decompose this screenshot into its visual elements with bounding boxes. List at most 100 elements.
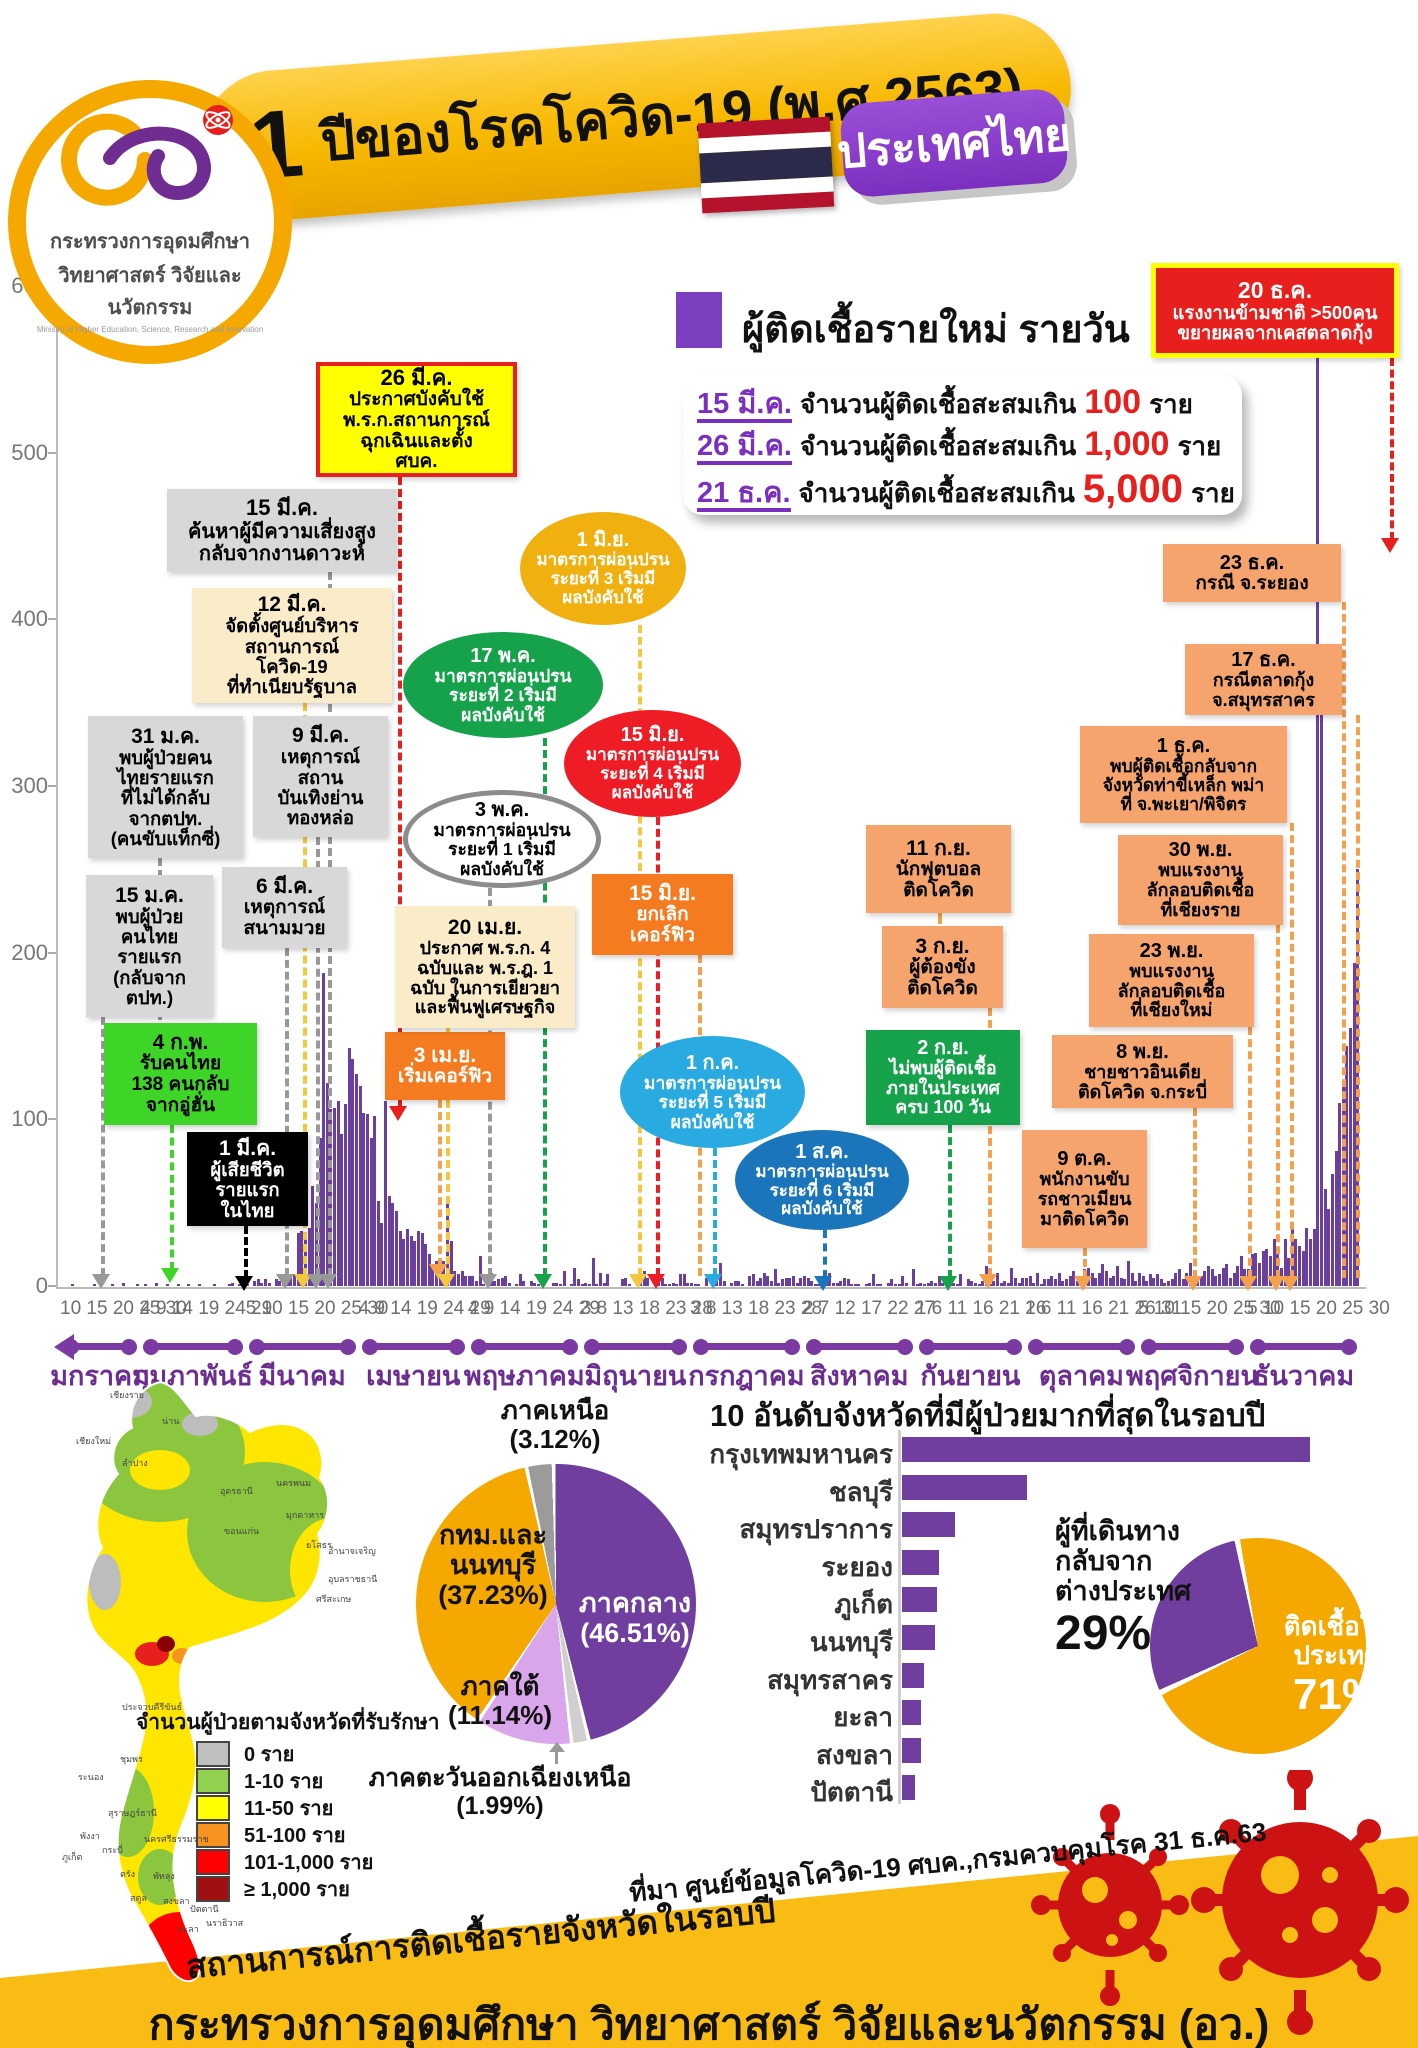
map-legend-label: 1-10 ราย — [244, 1771, 324, 1793]
daily-case-bar — [1174, 1272, 1178, 1286]
daily-case-bar — [1236, 1266, 1240, 1286]
timeline-dot — [896, 1339, 913, 1355]
timeline-segment — [366, 1343, 460, 1350]
anno-31-jan-text: (คนขับแท็กซี่) — [110, 828, 221, 850]
daily-case-bar — [781, 1279, 785, 1286]
anno-6-mar-connector — [285, 948, 289, 1276]
daily-case-bar — [1123, 1279, 1127, 1286]
map-province-label: อำนาจเจริญ — [328, 1546, 376, 1556]
anno-4-feb: 4 ก.พ. รับคนไทย 138 คนกลับ จากอู่ฮั่น — [104, 1023, 257, 1125]
daily-case-bar — [551, 1282, 555, 1286]
anno-15-jun-phase4-arrow-icon — [647, 1274, 665, 1289]
daily-case-bar — [923, 1284, 927, 1286]
province-label: สงขลา — [816, 1739, 893, 1770]
anno-15-jan-text: พบผู้ป่วย — [115, 905, 184, 927]
daily-case-bar — [336, 1101, 340, 1286]
month-label: พฤศจิกายน — [1126, 1361, 1259, 1391]
daily-case-bar — [409, 1236, 413, 1286]
anno-20-dec-alert-connector — [1390, 358, 1394, 540]
month-day-ticks: 4 9 14 19 24 29 — [467, 1298, 600, 1319]
milestone-date: 15 มี.ค. — [697, 390, 792, 423]
daily-case-bar — [198, 1284, 202, 1286]
daily-case-bar — [1035, 1272, 1039, 1286]
timeline-dot — [248, 1339, 265, 1355]
daily-case-bar — [573, 1267, 577, 1286]
daily-case-bar — [886, 1282, 890, 1286]
daily-case-bar — [682, 1274, 686, 1286]
map-province-label: สุราษฎร์ธานี — [108, 1808, 157, 1818]
milestone-text: จำนวนผู้ติดเชื้อสะสมเกิน — [798, 478, 1075, 508]
daily-case-bar — [1116, 1266, 1120, 1286]
daily-case-bar — [504, 1276, 508, 1286]
province-bar — [902, 1737, 922, 1763]
daily-case-bar — [675, 1284, 679, 1286]
map-legend-swatch — [196, 1768, 230, 1794]
daily-case-bar — [362, 1112, 366, 1286]
anno-15-jan-text: (กลับจาก — [113, 966, 186, 988]
province-bar — [902, 1549, 940, 1575]
daily-case-bar — [518, 1274, 522, 1286]
daily-case-bar — [325, 1082, 329, 1286]
anno-11-sep-text: นักฟุตบอล — [895, 858, 982, 880]
daily-case-bar — [1221, 1267, 1225, 1286]
abroad-pct: 29% — [1055, 1606, 1152, 1660]
daily-case-bar — [730, 1282, 734, 1286]
anno-1-jul: 1 ก.ค. มาตรการผ่อนปรน ระยะที่ 5 เริ่มมี ผลบ… — [620, 1036, 805, 1148]
month-day-ticks: 4 9 14 19 24 29 — [140, 1298, 273, 1319]
province-label: ยะลา — [833, 1702, 893, 1733]
region-label-south: ภาคใต้ (11.14%) — [430, 1671, 570, 1730]
daily-case-bar — [901, 1276, 905, 1286]
anno-4-feb-connector — [170, 1125, 174, 1270]
province-bar — [902, 1474, 1027, 1500]
province-chart-title: 10 อันดับจังหวัดที่มีผู้ป่วยมากที่สุดในร… — [710, 1398, 1266, 1433]
timeline-segment — [810, 1343, 908, 1350]
anno-15-jun-phase4: 15 มิ.ย. มาตรการผ่อนปรน ระยะที่ 4 เริ่มมีผ… — [564, 710, 741, 817]
timeline-dot — [1027, 1339, 1044, 1355]
timeline-segment — [923, 1343, 1017, 1350]
month-day-ticks: 5 10 15 20 25 30 — [1137, 1298, 1281, 1319]
south-label: ภาคใต้ — [460, 1671, 540, 1701]
daily-case-bar — [1017, 1282, 1021, 1286]
anno-23-dec-text: กรณี จ.ระยอง — [1195, 572, 1309, 594]
daily-case-bar — [496, 1279, 500, 1286]
timeline-dot — [561, 1339, 578, 1355]
daily-case-bar — [296, 1232, 300, 1286]
anno-20-apr-text: ประกาศ พ.ร.ก. 4 — [419, 937, 551, 958]
origin-pie-chart — [1150, 1538, 1366, 1754]
daily-case-bar — [762, 1272, 766, 1286]
anno-26-mar-connector — [398, 477, 402, 1108]
daily-case-bar — [263, 1279, 267, 1286]
milestones-box: 15 มี.ค. จำนวนผู้ติดเชื้อสะสมเกิน 100 ราย 26… — [683, 375, 1242, 515]
daily-case-bar — [1170, 1279, 1174, 1286]
daily-case-bar — [1254, 1252, 1258, 1286]
daily-case-bar — [842, 1277, 846, 1286]
anno-1-dec: 1 ธ.ค. พบผู้ติดเชื้อกลับจาก จังหวัดท่าขี้เ… — [1080, 726, 1287, 823]
map-province-label: นราธิวาส — [206, 1918, 244, 1928]
province-bar — [902, 1662, 925, 1688]
daily-case-bar — [1134, 1281, 1138, 1286]
daily-case-bar — [1057, 1272, 1061, 1286]
daily-case-bar — [1003, 1281, 1007, 1286]
daily-case-bar — [689, 1282, 693, 1286]
anno-6-mar-text: เหตุการณ์ — [243, 897, 326, 919]
north-label: ภาคเหนือ — [500, 1395, 610, 1425]
daily-case-bar — [1105, 1271, 1109, 1286]
daily-case-bar — [1250, 1254, 1254, 1286]
month-day-ticks: 10 15 20 25 30 — [60, 1298, 187, 1319]
map-province-label: มุกดาหาร — [286, 1510, 325, 1520]
month-label: กันยายน — [920, 1361, 1021, 1391]
anno-23-nov-text: ที่เชียงใหม่ — [1130, 1000, 1213, 1021]
anno-3-sep-text: ติดโควิด — [907, 977, 978, 999]
daily-case-bar — [974, 1282, 978, 1286]
anno-30-nov-text: ที่เชียงราย — [1160, 899, 1241, 920]
daily-case-bar — [1130, 1272, 1134, 1286]
daily-case-bar — [1323, 1189, 1327, 1286]
timeline-segment — [1255, 1343, 1352, 1350]
daily-case-bar — [584, 1282, 588, 1286]
timeline-segment — [697, 1343, 795, 1350]
timeline-dot — [1118, 1339, 1135, 1355]
daily-case-bar — [1090, 1272, 1094, 1286]
daily-case-bar — [416, 1231, 420, 1286]
month-day-ticks: 2 7 12 17 22 27 — [802, 1298, 935, 1319]
daily-case-bar — [697, 1284, 701, 1286]
